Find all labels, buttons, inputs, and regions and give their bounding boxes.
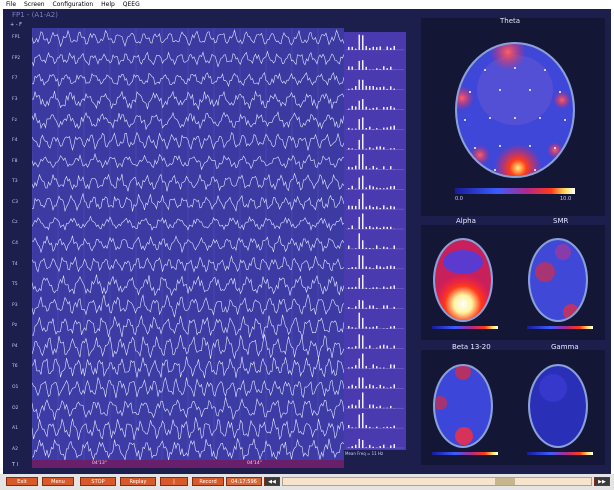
theta-title: Theta: [500, 17, 521, 25]
channel-label: F3: [12, 97, 18, 102]
eeg-trace: [31, 215, 345, 232]
menu-bar: File Screen Configuration Help QEEG: [0, 0, 614, 9]
menu-screen[interactable]: Screen: [23, 1, 45, 8]
channel-labels: FP1 FP2 F7 F3 Fz F4 F8 T3 C3 Cz C4 T4 T5 P3 Pz P4 T6 O1 O2…: [8, 28, 34, 458]
menu-help[interactable]: Help: [101, 1, 115, 8]
eeg-trace: [31, 29, 345, 48]
playback-thumb[interactable]: [495, 478, 515, 485]
eeg-trace: [31, 192, 345, 213]
eeg-trace: [31, 274, 345, 297]
menu-qeeg[interactable]: QEEG: [122, 1, 140, 8]
channel-label: Fz: [12, 117, 17, 123]
channel-label: FP1: [12, 35, 21, 41]
eeg-trace: [31, 131, 345, 152]
eeg-trace: [31, 50, 345, 68]
alpha-topomap: [433, 238, 493, 322]
channel-label: A1: [12, 426, 18, 432]
eeg-trace: [31, 314, 345, 339]
channel-label: T6: [12, 364, 18, 370]
eeg-trace: [31, 417, 345, 440]
channel-label: F8: [12, 158, 18, 164]
spectrum-bars: [346, 34, 404, 449]
channel-label: C3: [12, 199, 19, 205]
channel-label: Cz: [12, 220, 18, 226]
eeg-trace: [31, 356, 345, 379]
eeg-trace: [31, 438, 345, 461]
channel-label: P4: [12, 343, 18, 349]
channel-label: O2: [12, 405, 19, 411]
channel-label: A2: [12, 446, 18, 452]
time-left: 04'13": [92, 461, 107, 466]
eeg-trace: [31, 152, 345, 171]
theta-scale-max: 10.0: [560, 196, 572, 202]
theta-topomap: [455, 42, 575, 178]
channel-label: Pz: [12, 323, 18, 329]
eeg-trace: [32, 71, 345, 88]
spectrum-panel: [344, 32, 406, 450]
playback-slider[interactable]: [282, 477, 592, 486]
menu-button[interactable]: Menu: [42, 477, 74, 486]
channel-label: F4: [12, 138, 18, 144]
channel-label: FP2: [12, 55, 21, 61]
eeg-trace: [31, 293, 345, 318]
gamma-title: Gamma: [551, 343, 579, 351]
eeg-trace: [31, 172, 345, 192]
trigger-button[interactable]: T I: [12, 462, 19, 468]
theta-color-scale: [455, 188, 575, 194]
eeg-trace-panel: [31, 28, 345, 461]
channel-label: C4: [12, 241, 19, 246]
scale-controls[interactable]: + - F: [10, 22, 23, 28]
time-right: 04'14": [247, 461, 262, 466]
channel-label: F7: [12, 76, 18, 82]
eeg-trace: [31, 334, 345, 360]
divider-button[interactable]: |: [160, 477, 188, 486]
fast-forward-button[interactable]: ▶▶: [594, 477, 610, 486]
menu-file[interactable]: File: [6, 1, 17, 8]
rewind-button[interactable]: ◀◀: [264, 477, 280, 486]
gamma-topomap: [528, 364, 588, 448]
beta-topomap: [433, 364, 493, 448]
theta-scale-min: 0.0: [455, 196, 463, 202]
channel-label: O1: [12, 385, 19, 390]
replay-button[interactable]: Replay: [120, 477, 156, 486]
channel-label: T4: [12, 261, 18, 267]
smr-title: SMR: [553, 217, 569, 225]
stop-button[interactable]: STOP: [80, 477, 116, 486]
alpha-title: Alpha: [456, 217, 476, 225]
spectrum-caption: Mean Freq = 11 Hz: [345, 451, 384, 456]
channel-label: T5: [12, 282, 18, 288]
exit-button[interactable]: Exit: [6, 477, 38, 486]
eeg-trace: [31, 111, 345, 131]
eeg-trace: [31, 376, 345, 399]
smr-topomap: [528, 238, 588, 322]
record-button[interactable]: Record: [192, 477, 224, 486]
eeg-traces: [31, 28, 345, 461]
time-bar[interactable]: 04'13" 04'14": [32, 460, 344, 468]
eeg-trace: [31, 235, 345, 254]
eeg-trace: [31, 90, 345, 111]
eeg-trace: [31, 397, 345, 421]
montage-title: FP1 - (A1-A2): [12, 11, 58, 19]
channel-label: P3: [12, 302, 18, 308]
channel-label: T3: [12, 179, 18, 185]
beta-title: Beta 13-20: [452, 343, 491, 351]
elapsed-time: 04:17:596: [226, 477, 262, 486]
menu-configuration[interactable]: Configuration: [52, 1, 94, 8]
eeg-trace: [31, 255, 345, 273]
